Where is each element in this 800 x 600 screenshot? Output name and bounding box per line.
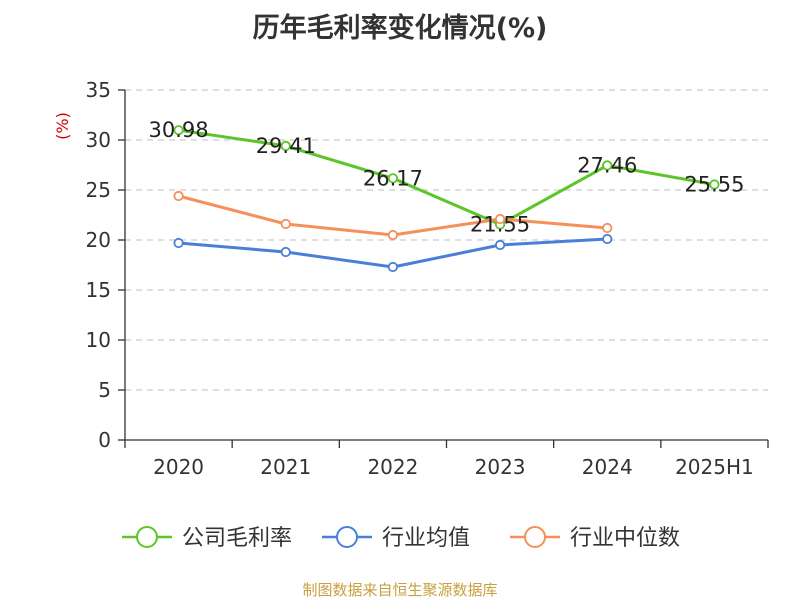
x-tick-label: 2025H1 (675, 455, 754, 479)
y-axis-label: (%) (53, 112, 72, 140)
data-point (280, 140, 291, 151)
x-tick-label: 2023 (475, 455, 526, 479)
series-line (178, 128, 715, 226)
y-tick-label: 20 (86, 228, 111, 252)
data-point (494, 239, 506, 251)
legend-label: 行业中位数 (570, 526, 680, 551)
data-point (173, 190, 184, 202)
y-tick-label: 25 (86, 178, 111, 202)
data-label: 30.98 (149, 118, 209, 142)
data-point (602, 160, 613, 171)
y-tick-label: 30 (86, 128, 111, 152)
y-tick-label: 10 (86, 328, 111, 352)
legend-label: 行业均值 (382, 526, 470, 551)
x-tick-label: 2022 (367, 455, 418, 479)
data-point (280, 246, 291, 258)
legend-marker (136, 526, 158, 548)
data-label: 29.41 (256, 134, 316, 158)
y-tick-label: 0 (98, 428, 111, 452)
x-tick-label: 2024 (582, 455, 633, 479)
chart-title: 历年毛利率变化情况(%) (252, 13, 548, 44)
x-tick-label: 2020 (153, 455, 204, 479)
data-point (173, 237, 184, 249)
data-label: 26.17 (363, 166, 423, 190)
data-point (387, 173, 399, 184)
data-point (173, 125, 184, 136)
data-point (387, 261, 399, 273)
y-tick-label: 15 (86, 278, 111, 302)
data-point (387, 229, 399, 241)
data-label: 25.55 (684, 173, 744, 197)
legend-label: 公司毛利率 (182, 526, 292, 551)
data-point (494, 213, 506, 225)
data-source-note: 制图数据来自恒生聚源数据库 (302, 581, 498, 599)
y-tick-label: 5 (98, 378, 111, 402)
data-point (602, 222, 613, 234)
legend-marker (524, 526, 546, 548)
data-label: 21.55 (470, 213, 530, 237)
y-tick-label: 35 (86, 78, 111, 102)
x-tick-label: 2021 (260, 455, 311, 479)
data-point (709, 179, 720, 190)
data-point (280, 218, 291, 230)
data-label: 27.46 (577, 153, 637, 177)
data-point (602, 233, 613, 245)
legend-marker (336, 526, 358, 548)
